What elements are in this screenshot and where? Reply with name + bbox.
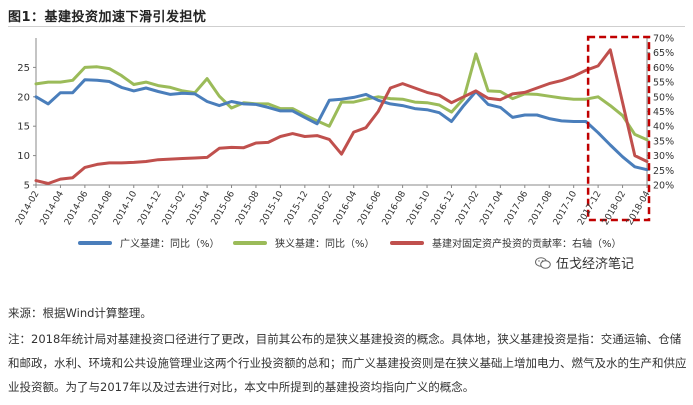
chart-series: [34, 48, 649, 185]
chart-highlight: [586, 35, 651, 222]
legend-label-contribution: 基建对固定资产投资的贡献率：右轴（%）: [432, 239, 622, 250]
x-tick-label: 2015-02: [161, 190, 188, 228]
x-tick-label: 2016-04: [332, 189, 360, 227]
y-left-tick-label: 10: [17, 151, 30, 162]
y-left-tick-label: 15: [17, 122, 30, 133]
x-tick-label: 2014-12: [136, 190, 163, 228]
x-tick-label: 2015-10: [259, 189, 287, 227]
watermark: 伍戈经济笔记: [535, 253, 634, 272]
y-right-tick-label: 50%: [653, 92, 674, 103]
x-tick-label: 2018-02: [601, 190, 628, 228]
highlight-dashed-box: [586, 35, 651, 222]
x-tick-label: 2014-04: [39, 189, 67, 227]
x-tick-label: 2016-12: [430, 190, 457, 228]
series-line-broad: [34, 78, 649, 172]
y-left-tick-label: 25: [17, 63, 30, 74]
watermark-text: 伍戈经济笔记: [556, 257, 635, 272]
x-tick-label: 2014-10: [112, 189, 140, 227]
legend-label-narrow: 狭义基建：同比（%）: [275, 239, 375, 250]
x-tick-label: 2017-02: [454, 190, 481, 228]
y-right-tick-label: 20%: [653, 181, 674, 192]
legend-item-contribution: 基建对固定资产投资的贡献率：右轴（%）: [390, 235, 622, 250]
legend-label-broad: 广义基建：同比（%）: [120, 239, 220, 250]
chart-axes: [33, 37, 650, 188]
legend-swatch-narrow: [233, 240, 267, 245]
series-line-contrib: [34, 48, 649, 185]
x-tick-label: 2017-08: [527, 189, 555, 227]
title-divider: [8, 26, 685, 27]
x-tick-label: 2015-06: [210, 189, 238, 227]
x-tick-label: 2017-12: [576, 190, 603, 228]
figure-title: 图1：基建投资加速下滑引发担忧: [8, 10, 207, 25]
legend-item-narrow: 狭义基建：同比（%）: [233, 235, 375, 250]
chart-tick-labels: 5 10 15 20 25 20% 25% 30% 35% 40% 45% 50% 55% 60% 65% 7…: [14, 34, 674, 228]
x-tick-label: 2016-06: [356, 189, 384, 227]
x-tick-label: 2017-10: [552, 189, 580, 227]
x-tick-label: 2014-02: [14, 190, 41, 228]
y-right-tick-label: 55%: [653, 78, 674, 89]
series-line-narrow: [34, 52, 649, 142]
x-tick-label: 2017-04: [478, 189, 506, 227]
y-right-tick-label: 65%: [653, 48, 674, 59]
y-right-tick-label: 30%: [653, 151, 674, 162]
y-left-tick-label: 5: [24, 181, 30, 192]
x-tick-label: 2015-04: [185, 189, 213, 227]
x-tick-label: 2014-06: [63, 189, 91, 227]
x-tick-label: 2014-08: [87, 189, 115, 227]
source-text: 来源：根据Wind计算整理。: [8, 306, 152, 320]
x-tick-label: 2016-02: [307, 190, 334, 228]
y-left-tick-label: 20: [17, 92, 30, 103]
x-tick-label: 2015-08: [234, 189, 262, 227]
y-right-tick-label: 25%: [653, 166, 674, 177]
y-right-tick-label: 45%: [653, 107, 674, 118]
y-right-tick-label: 70%: [653, 34, 674, 45]
wechat-icon: [535, 256, 551, 269]
x-tick-label: 2016-10: [405, 189, 433, 227]
chart: 5 10 15 20 25 20% 25% 30% 35% 40% 45% 50% 55% 60% 65% 7…: [14, 34, 674, 228]
legend-swatch-contribution: [390, 240, 424, 245]
legend-item-broad: 广义基建：同比（%）: [78, 235, 220, 250]
x-tick-label: 2015-12: [283, 190, 310, 228]
x-tick-label: 2016-08: [381, 189, 409, 227]
y-right-tick-label: 60%: [653, 63, 674, 74]
y-right-tick-label: 35%: [653, 136, 674, 147]
chart-legend: 广义基建：同比（%） 狭义基建：同比（%） 基建对固定资产投资的贡献率：右轴（%…: [0, 233, 693, 253]
y-right-tick-label: 40%: [653, 122, 674, 133]
note-text: 注：2018年统计局对基建投资口径进行了更改，目前其公布的是狭义基建投资的概念。…: [8, 332, 687, 394]
legend-swatch-broad: [78, 240, 112, 245]
x-tick-label: 2017-06: [503, 189, 531, 227]
